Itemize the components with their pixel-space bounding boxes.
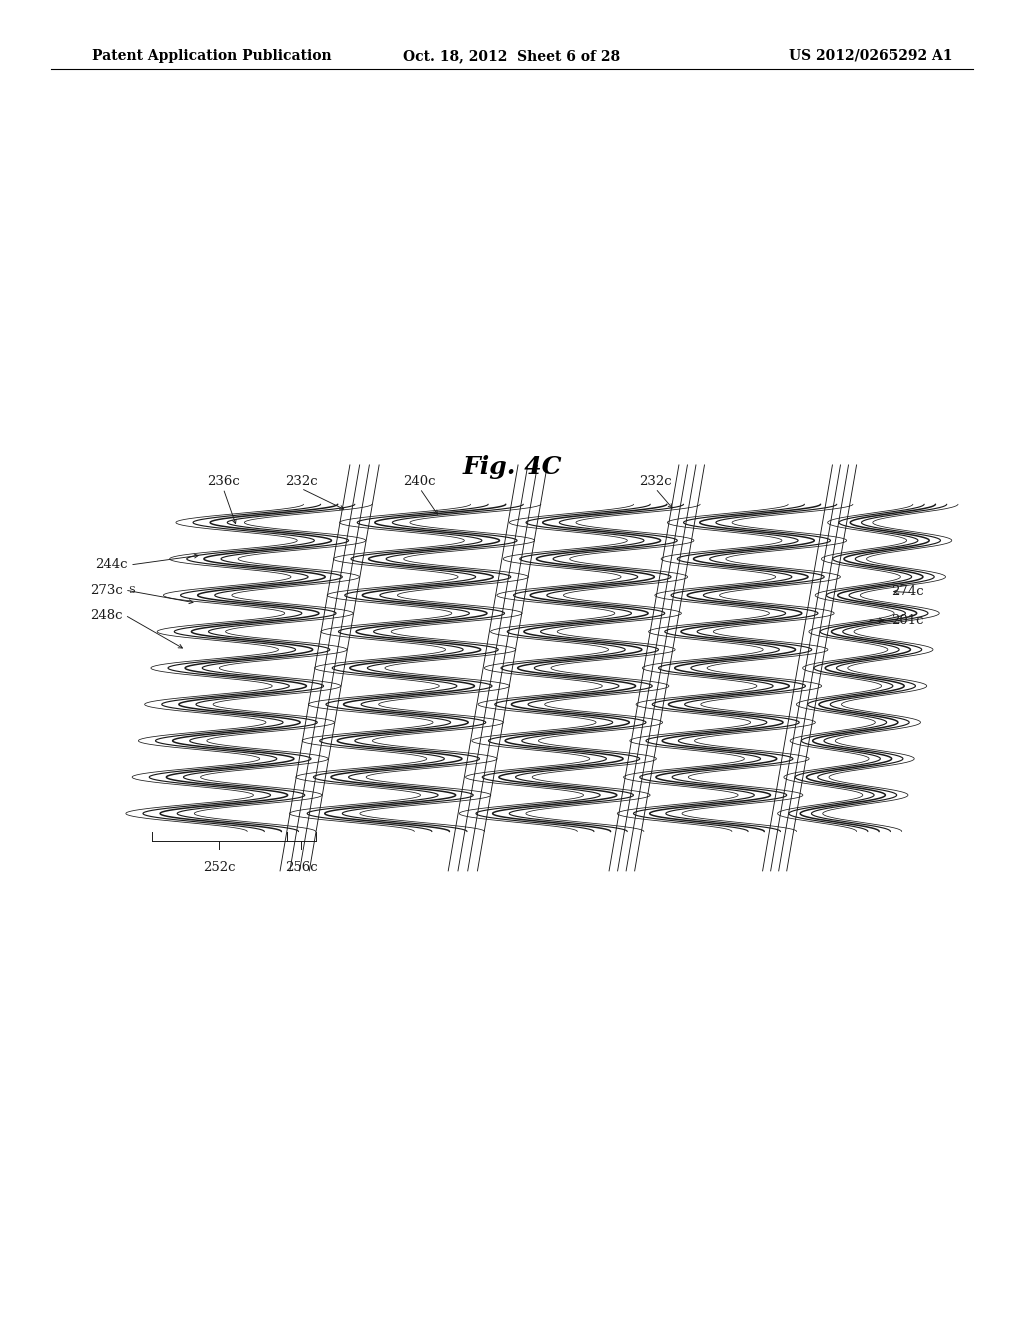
Text: 240c: 240c	[403, 475, 436, 488]
Text: 248c: 248c	[90, 609, 123, 622]
Text: 256c: 256c	[285, 861, 317, 874]
Text: Oct. 18, 2012  Sheet 6 of 28: Oct. 18, 2012 Sheet 6 of 28	[403, 49, 621, 63]
Text: 236c: 236c	[207, 475, 240, 488]
Text: 201c: 201c	[891, 614, 924, 627]
Text: 232c: 232c	[285, 475, 317, 488]
Text: Fig. 4C: Fig. 4C	[462, 455, 562, 479]
Text: 273c: 273c	[90, 583, 123, 597]
Text: 244c: 244c	[95, 558, 128, 572]
Text: 232c: 232c	[639, 475, 672, 488]
Text: 274c: 274c	[891, 585, 924, 598]
Text: Patent Application Publication: Patent Application Publication	[92, 49, 332, 63]
Text: S: S	[128, 586, 135, 594]
Text: 252c: 252c	[203, 861, 236, 874]
Text: US 2012/0265292 A1: US 2012/0265292 A1	[788, 49, 952, 63]
